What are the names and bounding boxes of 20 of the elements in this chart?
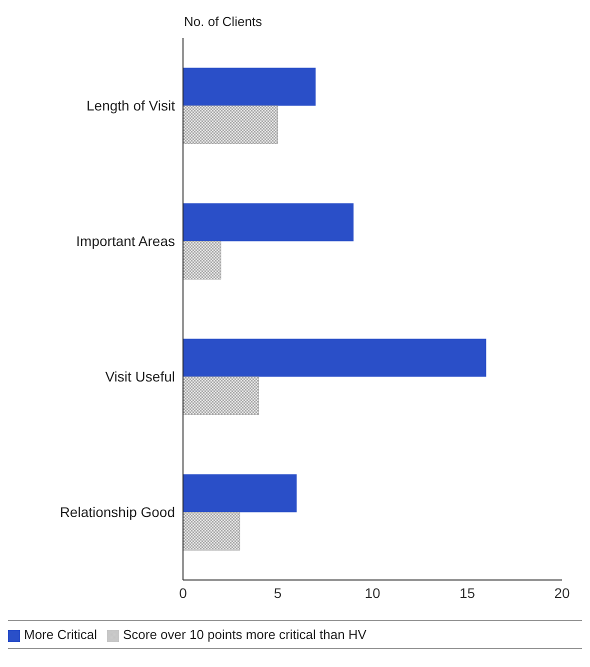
bar xyxy=(183,376,260,416)
x-tick-label: 15 xyxy=(459,584,476,601)
y-tick-label: Relationship Good xyxy=(60,504,175,520)
x-tick-label: 10 xyxy=(364,584,380,601)
legend-label: Score over 10 points more critical than HV xyxy=(122,627,366,642)
bar xyxy=(183,106,278,144)
y-tick-label: Length of Visit xyxy=(86,98,176,114)
bar xyxy=(183,68,316,106)
x-tick-label: 5 xyxy=(274,584,282,601)
bar xyxy=(183,338,486,377)
x-tick-label: 20 xyxy=(554,584,570,601)
y-tick-label: Visit Useful xyxy=(105,368,175,385)
x-axis-title: No. of Clients xyxy=(184,14,262,29)
bar xyxy=(183,474,297,512)
bar xyxy=(183,241,222,280)
legend-label: More Critical xyxy=(24,627,97,642)
y-tick-label: Important Areas xyxy=(76,233,175,250)
bar xyxy=(183,512,240,551)
x-tick-label: 0 xyxy=(179,584,188,601)
bar xyxy=(183,203,354,242)
